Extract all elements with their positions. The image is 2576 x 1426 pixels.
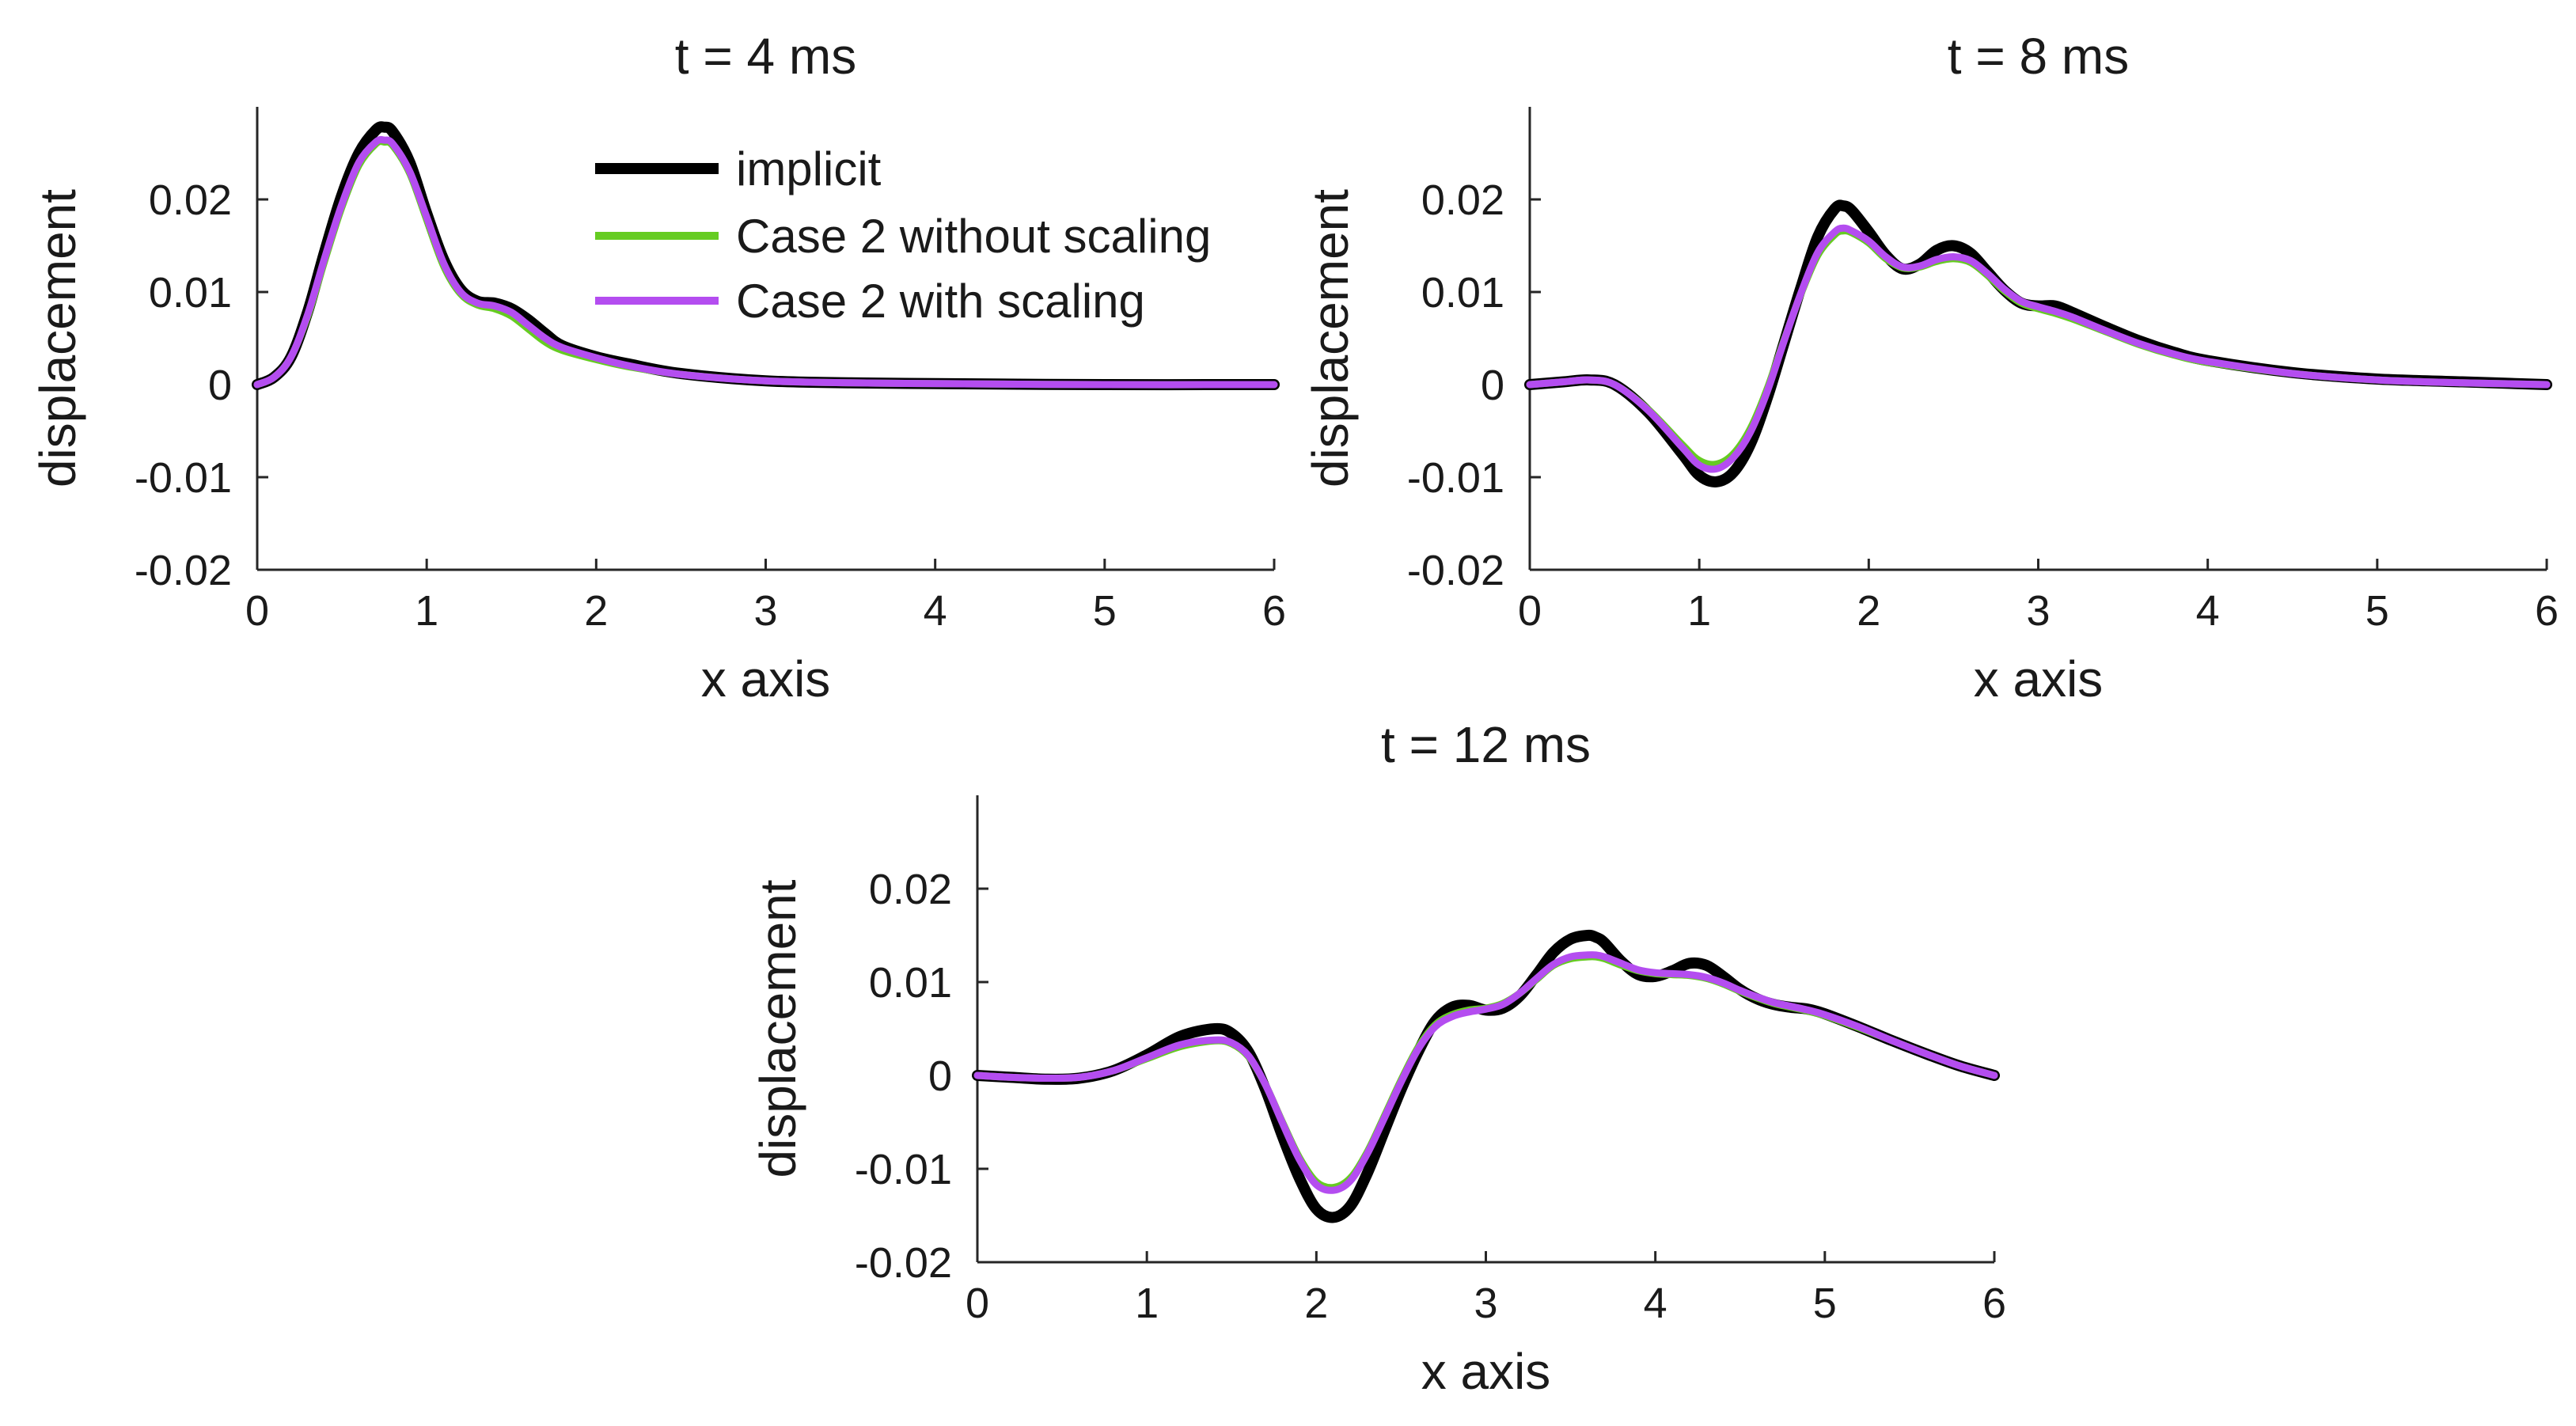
- y-tick-label: -0.01: [135, 454, 232, 502]
- y-tick-label: 0.02: [149, 176, 232, 224]
- x-tick-label: 4: [1644, 1280, 1667, 1327]
- chart-title: t = 4 ms: [675, 28, 856, 85]
- chart-panel-3: 0 1 2 3 4 5 6 -0.02 -0.01 0 0.01 0.02 t = 12 ms x axi…: [749, 716, 2006, 1400]
- chart-panel-2: 0 1 2 3 4 5 6 -0.02 -0.01 0 0.01 0.02 t = 8 ms x axis…: [1302, 28, 2559, 707]
- x-tick-label: 1: [1135, 1280, 1159, 1327]
- y-axis-label: displacement: [1302, 189, 1359, 487]
- x-axis-label: x axis: [701, 650, 831, 707]
- x-tick-label: 1: [1687, 587, 1711, 635]
- legend-label: Case 2 without scaling: [736, 210, 1211, 263]
- series-line-case-2-with-scaling: [1526, 224, 2551, 473]
- y-tick-label: -0.02: [135, 547, 232, 594]
- x-tick-label: 3: [2026, 587, 2050, 635]
- y-tick-label: 0.02: [1421, 176, 1504, 224]
- y-tick-label: 0: [208, 362, 232, 409]
- y-axis-label: displacement: [29, 189, 86, 487]
- y-tick-label: -0.02: [1407, 547, 1504, 594]
- legend-label: Case 2 with scaling: [736, 275, 1145, 328]
- x-axis-label: x axis: [1974, 650, 2104, 707]
- chart-panel-1: 0 1 2 3 4 5 6 -0.02 -0.01 0 0.01 0.02 t = 4 ms x axis…: [29, 28, 1286, 707]
- legend-label: implicit: [736, 142, 882, 195]
- x-tick-label: 1: [415, 587, 438, 635]
- y-tick-label: 0.02: [869, 866, 952, 913]
- x-tick-label: 5: [1813, 1280, 1837, 1327]
- x-tick-label: 6: [1982, 1280, 2006, 1327]
- x-tick-label: 5: [1093, 587, 1117, 635]
- x-tick-label: 2: [1857, 587, 1880, 635]
- y-axis-label: displacement: [749, 879, 806, 1178]
- y-tick-label: 0: [928, 1052, 952, 1100]
- x-tick-label: 4: [2196, 587, 2220, 635]
- x-tick-label: 2: [1304, 1280, 1328, 1327]
- x-tick-label: 2: [584, 587, 608, 635]
- x-tick-label: 6: [2535, 587, 2559, 635]
- legend: implicit Case 2 without scaling Case 2 wit…: [595, 142, 1211, 328]
- x-tick-label: 0: [245, 587, 269, 635]
- x-tick-label: 5: [2365, 587, 2389, 635]
- series-line-case-2-with-scaling: [253, 135, 1278, 389]
- x-tick-label: 0: [1518, 587, 1542, 635]
- x-tick-label: 6: [1262, 587, 1286, 635]
- y-tick-label: 0.01: [869, 959, 952, 1007]
- y-tick-label: 0.01: [1421, 269, 1504, 317]
- x-tick-label: 3: [1474, 1280, 1497, 1327]
- chart-title: t = 12 ms: [1381, 716, 1591, 773]
- y-tick-label: 0: [1481, 362, 1504, 409]
- chart-title: t = 8 ms: [1948, 28, 2129, 85]
- x-axis-label: x axis: [1421, 1343, 1551, 1400]
- y-tick-label: -0.01: [1407, 454, 1504, 502]
- series-line-case-2-with-scaling: [973, 951, 1998, 1194]
- y-tick-label: 0.01: [149, 269, 232, 317]
- x-tick-label: 3: [753, 587, 777, 635]
- x-tick-label: 0: [966, 1280, 989, 1327]
- x-tick-label: 4: [924, 587, 947, 635]
- y-tick-label: -0.02: [855, 1239, 952, 1287]
- y-tick-label: -0.01: [855, 1146, 952, 1193]
